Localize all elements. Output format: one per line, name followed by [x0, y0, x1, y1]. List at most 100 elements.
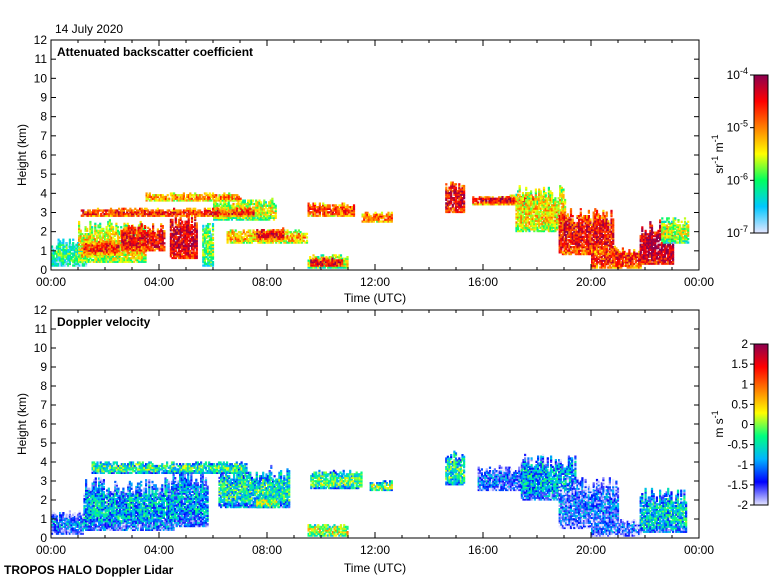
echo-cell: [79, 245, 82, 248]
echo-cell: [343, 261, 346, 264]
echo-cell: [234, 229, 237, 232]
echo-cell: [530, 202, 533, 205]
echo-cell: [344, 207, 347, 210]
echo-cell: [546, 198, 549, 202]
echo-cell: [147, 226, 150, 229]
echo-cell: [169, 220, 172, 223]
echo-cell: [534, 211, 537, 214]
echo-cell: [84, 255, 87, 258]
echo-cell: [338, 256, 341, 259]
echo-cell: [205, 199, 208, 202]
echo-cell: [108, 236, 111, 239]
echo-cell: [226, 208, 229, 211]
echo-cell: [242, 229, 245, 232]
echo-cell: [92, 260, 95, 263]
echo-cell: [344, 264, 347, 267]
echo-cell: [240, 218, 243, 221]
echo-cell: [223, 195, 226, 199]
echo-cell: [210, 195, 213, 199]
echo-cell: [387, 216, 390, 220]
echo-cell: [245, 218, 248, 221]
echo-cell: [318, 212, 321, 216]
echo-cell: [560, 235, 563, 238]
echo-cell: [310, 207, 313, 210]
echo-cell: [186, 229, 189, 232]
echo-cell: [91, 227, 94, 231]
echo-cell: [106, 249, 109, 252]
echo-cell: [232, 204, 235, 207]
echo-cell: [349, 207, 352, 210]
echo-cell: [280, 230, 283, 233]
echo-cell: [103, 234, 107, 237]
echo-cell: [140, 225, 143, 228]
echo-cell: [86, 260, 89, 263]
echo-cell: [235, 204, 238, 207]
echo-cell: [226, 214, 229, 217]
echo-cell: [264, 237, 267, 240]
echo-cell: [109, 214, 113, 217]
echo-cell: [205, 197, 208, 200]
echo-cell: [325, 256, 328, 259]
echo-cell: [261, 218, 264, 221]
echo-cell: [472, 197, 475, 201]
echo-cell: [323, 207, 326, 210]
echo-cell: [181, 246, 184, 249]
echo-cell: [210, 243, 213, 246]
echo-cell: [136, 258, 139, 262]
echo-cell: [126, 257, 129, 260]
echo-cell: [213, 206, 216, 209]
echo-cell: [459, 193, 462, 196]
echo-cell: [62, 247, 65, 250]
echo-cell: [117, 242, 120, 245]
echo-cell: [237, 231, 240, 234]
echo-cell: [148, 238, 151, 242]
echo-cell: [126, 211, 129, 214]
echo-cell: [194, 229, 197, 232]
echo-cell: [109, 207, 113, 210]
echo-cell: [237, 241, 240, 244]
echo-cell: [171, 236, 174, 239]
echo-cell: [333, 207, 336, 210]
echo-cell: [137, 230, 140, 233]
echo-cell: [88, 214, 91, 217]
echo-cell: [94, 251, 97, 254]
echo-cell: [258, 216, 261, 219]
echo-cell: [158, 231, 161, 235]
echo-cell: [525, 192, 528, 195]
echo-cell: [194, 241, 197, 244]
echo-cell: [195, 249, 198, 253]
echo-cell: [104, 242, 107, 245]
echo-cell: [171, 199, 174, 202]
echo-cell: [147, 242, 150, 245]
echo-cell: [169, 239, 172, 242]
echo-cell: [268, 204, 271, 207]
echo-cell: [224, 214, 228, 217]
echo-cell: [249, 211, 252, 214]
echo-cell: [68, 255, 71, 259]
echo-cell: [98, 246, 101, 249]
echo-cell: [67, 262, 70, 265]
echo-cell: [558, 221, 561, 225]
echo-cell: [526, 226, 529, 229]
echo-cell: [130, 247, 134, 250]
echo-cell: [562, 190, 565, 193]
echo-cell: [243, 206, 246, 209]
echo-cell: [104, 251, 107, 254]
echo-cell: [67, 264, 70, 267]
echo-cell: [218, 194, 221, 197]
echo-cell: [91, 233, 94, 236]
echo-cell: [525, 193, 528, 196]
echo-cell: [551, 229, 554, 233]
echo-cell: [339, 206, 343, 209]
echo-cell: [333, 266, 336, 269]
echo-cell: [176, 230, 179, 234]
echo-cell: [339, 266, 343, 269]
echo-cell: [459, 191, 462, 195]
echo-cell: [122, 240, 125, 243]
echo-cell: [145, 240, 148, 243]
echo-cell: [98, 214, 101, 217]
echo-cell: [521, 211, 525, 214]
echo-cell: [542, 229, 546, 233]
echo-cell: [129, 257, 132, 260]
echo-cell: [561, 246, 564, 249]
